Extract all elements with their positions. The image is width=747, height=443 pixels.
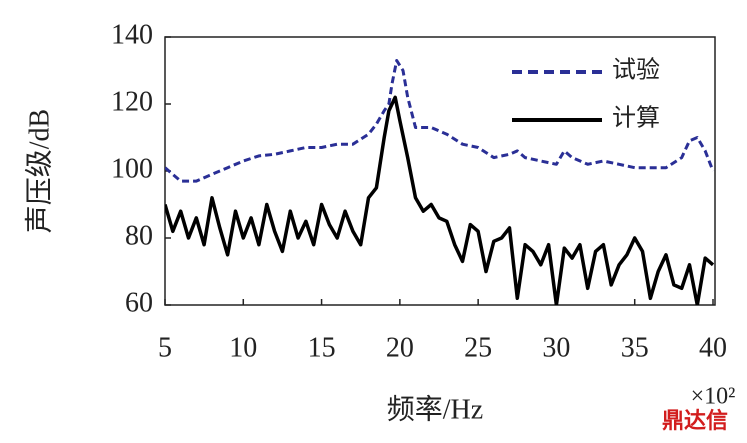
watermark: 鼎达信	[662, 408, 728, 434]
x-tick-label: 20	[386, 332, 414, 363]
legend-label: 试验	[612, 57, 660, 84]
series-line	[165, 95, 715, 305]
legend-label: 计算	[612, 105, 660, 132]
x-tick-label: 5	[158, 332, 172, 363]
x-tick-label: 40	[699, 332, 727, 363]
y-tick-label: 140	[111, 19, 153, 50]
y-tick-label: 60	[125, 287, 153, 318]
y-tick-label: 120	[111, 86, 153, 117]
x-tick-label: 10	[229, 332, 257, 363]
x-tick-label: 25	[464, 332, 492, 363]
x-tick-label: 35	[621, 332, 649, 363]
y-tick-label: 100	[111, 153, 153, 184]
series-line	[165, 59, 715, 183]
y-tick-label: 80	[125, 220, 153, 251]
x-tick-label: 15	[308, 332, 336, 363]
y-axis-label: 声压级/dB	[23, 109, 55, 233]
x-axis-label: 频率/Hz	[387, 393, 483, 425]
x-multiplier: ×10²	[691, 384, 736, 410]
x-tick-label: 30	[542, 332, 570, 363]
